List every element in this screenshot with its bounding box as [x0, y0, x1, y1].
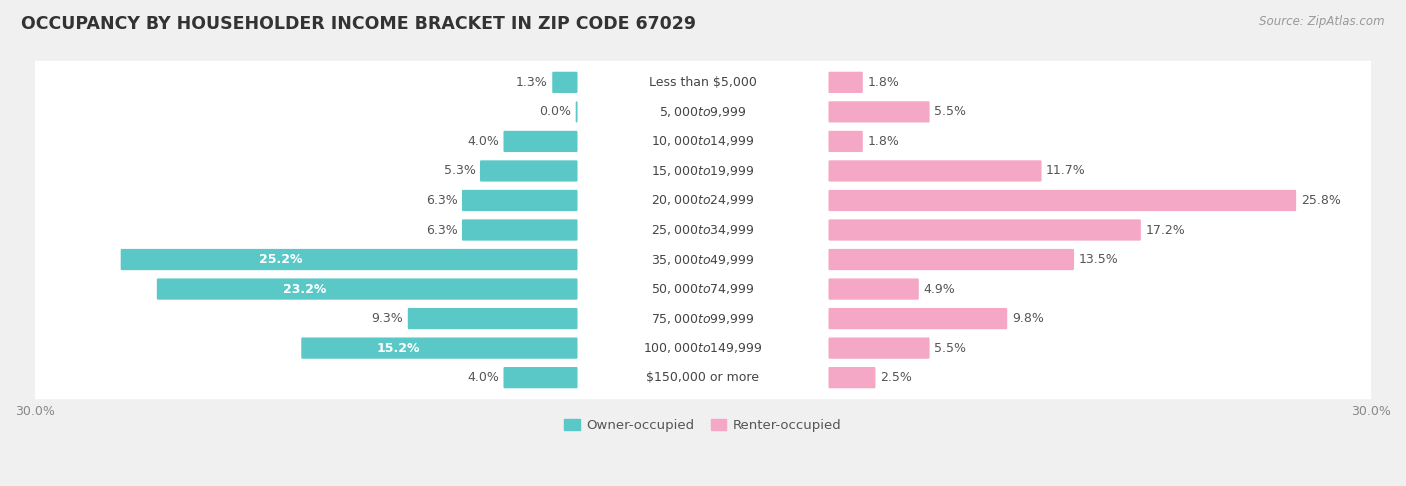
FancyBboxPatch shape [828, 337, 929, 359]
Text: $15,000 to $19,999: $15,000 to $19,999 [651, 164, 755, 178]
FancyBboxPatch shape [463, 190, 578, 211]
FancyBboxPatch shape [828, 190, 1296, 211]
Text: Source: ZipAtlas.com: Source: ZipAtlas.com [1260, 15, 1385, 28]
FancyBboxPatch shape [301, 337, 578, 359]
FancyBboxPatch shape [828, 367, 876, 388]
Text: 4.0%: 4.0% [467, 371, 499, 384]
FancyBboxPatch shape [828, 160, 1042, 182]
Text: OCCUPANCY BY HOUSEHOLDER INCOME BRACKET IN ZIP CODE 67029: OCCUPANCY BY HOUSEHOLDER INCOME BRACKET … [21, 15, 696, 33]
FancyBboxPatch shape [34, 238, 1372, 281]
Text: 25.8%: 25.8% [1301, 194, 1340, 207]
FancyBboxPatch shape [34, 149, 1372, 192]
Text: 1.8%: 1.8% [868, 135, 900, 148]
Text: 11.7%: 11.7% [1046, 164, 1085, 177]
FancyBboxPatch shape [408, 308, 578, 329]
Text: 1.8%: 1.8% [868, 76, 900, 89]
Text: 5.5%: 5.5% [934, 342, 966, 355]
Text: $25,000 to $34,999: $25,000 to $34,999 [651, 223, 755, 237]
Text: 1.3%: 1.3% [516, 76, 548, 89]
Text: 25.2%: 25.2% [259, 253, 302, 266]
Text: $75,000 to $99,999: $75,000 to $99,999 [651, 312, 755, 326]
Text: 2.5%: 2.5% [880, 371, 912, 384]
FancyBboxPatch shape [828, 278, 918, 300]
Text: $10,000 to $14,999: $10,000 to $14,999 [651, 135, 755, 148]
FancyBboxPatch shape [121, 249, 578, 270]
FancyBboxPatch shape [575, 101, 578, 122]
Text: 5.3%: 5.3% [444, 164, 475, 177]
Text: 4.0%: 4.0% [467, 135, 499, 148]
Text: 4.9%: 4.9% [924, 282, 955, 295]
FancyBboxPatch shape [503, 131, 578, 152]
FancyBboxPatch shape [828, 249, 1074, 270]
Text: 6.3%: 6.3% [426, 194, 457, 207]
FancyBboxPatch shape [828, 72, 863, 93]
FancyBboxPatch shape [34, 327, 1372, 370]
FancyBboxPatch shape [553, 72, 578, 93]
Text: 15.2%: 15.2% [377, 342, 420, 355]
FancyBboxPatch shape [828, 308, 1007, 329]
FancyBboxPatch shape [34, 356, 1372, 399]
FancyBboxPatch shape [34, 208, 1372, 252]
Text: $20,000 to $24,999: $20,000 to $24,999 [651, 193, 755, 208]
Text: 9.3%: 9.3% [371, 312, 404, 325]
Text: 17.2%: 17.2% [1146, 224, 1185, 237]
Text: 0.0%: 0.0% [538, 105, 571, 119]
Text: $50,000 to $74,999: $50,000 to $74,999 [651, 282, 755, 296]
FancyBboxPatch shape [34, 267, 1372, 311]
Text: Less than $5,000: Less than $5,000 [650, 76, 756, 89]
FancyBboxPatch shape [34, 120, 1372, 163]
FancyBboxPatch shape [34, 179, 1372, 222]
Text: $5,000 to $9,999: $5,000 to $9,999 [659, 105, 747, 119]
Text: 9.8%: 9.8% [1012, 312, 1043, 325]
Text: 5.5%: 5.5% [934, 105, 966, 119]
FancyBboxPatch shape [828, 219, 1140, 241]
FancyBboxPatch shape [503, 367, 578, 388]
FancyBboxPatch shape [157, 278, 578, 300]
FancyBboxPatch shape [828, 131, 863, 152]
Text: $150,000 or more: $150,000 or more [647, 371, 759, 384]
Text: 13.5%: 13.5% [1078, 253, 1118, 266]
Legend: Owner-occupied, Renter-occupied: Owner-occupied, Renter-occupied [560, 414, 846, 437]
FancyBboxPatch shape [34, 61, 1372, 104]
FancyBboxPatch shape [479, 160, 578, 182]
Text: $35,000 to $49,999: $35,000 to $49,999 [651, 253, 755, 266]
Text: $100,000 to $149,999: $100,000 to $149,999 [644, 341, 762, 355]
FancyBboxPatch shape [34, 90, 1372, 134]
FancyBboxPatch shape [34, 297, 1372, 340]
FancyBboxPatch shape [463, 219, 578, 241]
Text: 6.3%: 6.3% [426, 224, 457, 237]
Text: 23.2%: 23.2% [283, 282, 326, 295]
FancyBboxPatch shape [828, 101, 929, 122]
